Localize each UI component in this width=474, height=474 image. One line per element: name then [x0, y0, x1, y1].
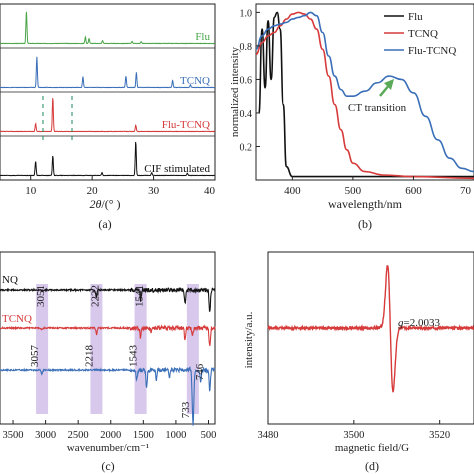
panel-d-epr: 3480 3500 3520 intensity/a.u. magnetic fie… [243, 251, 474, 473]
ir-xtick-label: 2000 [100, 430, 121, 441]
ir-xtick-label: 1000 [165, 430, 186, 441]
uv-trace-flu [258, 11, 474, 178]
uv-trace-flu-tcnq [255, 11, 474, 173]
ir-xtick-label: 3500 [3, 430, 24, 441]
panel-a-traces [0, 11, 216, 177]
panel-c-x-ticks: 3500 3000 2500 2000 1500 1000 500 [3, 420, 217, 441]
uv-legend-label-tcnq: TCNQ [408, 28, 438, 40]
ir-band-label: 2218 [83, 344, 95, 367]
uv-xtick-label: 500 [345, 185, 362, 197]
uv-ytick-label: 1.0 [240, 8, 253, 19]
xrd-trace-flu-tcnq [0, 98, 216, 133]
panel-c-xlabel: wavenumber/cm⁻¹ [67, 442, 149, 454]
ir-trace-flu-tcnq [0, 324, 216, 347]
epr-xtick-label: 3500 [343, 430, 364, 441]
panel-a-xlabel: 2θ/(° ) [89, 197, 120, 211]
panel-b-uvvis: 0.2 0.4 0.6 0.8 1.0 400 500 600 70 normalized i… [229, 3, 474, 231]
ir-xtick-label: 3000 [35, 430, 56, 441]
panel-c-band-labels: 3051 3057 2222 2218 1541 1543 746 733 [29, 285, 206, 418]
uv-ytick-label: 0.2 [240, 142, 253, 153]
xrd-label-flu: Flu [195, 31, 210, 43]
panel-a-xrd: Flu TCNQ Flu-TCNQ CIF stimulated 10 20 30 40 2… [0, 3, 216, 231]
uv-ytick-label: 0.4 [240, 109, 253, 120]
panel-b-annotation: CT transition [348, 79, 407, 114]
ir-series-label-tcnq: NQ [2, 274, 18, 286]
panel-b-traces [255, 11, 474, 180]
panel-b-legend: Flu TCNQ Flu-TCNQ [384, 11, 456, 57]
xrd-trace-cif-stimulated [0, 141, 216, 177]
xrd-xtick-label: 20 [87, 185, 99, 197]
panel-b-y-ticks: 0.2 0.4 0.6 0.8 1.0 [240, 8, 260, 153]
ir-trace-tcnq [0, 286, 216, 312]
panel-b-x-ticks: 400 500 600 70 [284, 176, 472, 197]
panel-d-caption: (d) [365, 459, 379, 473]
panel-d-xlabel: magnetic field/G [335, 442, 409, 454]
uv-legend-label-flu: Flu [408, 11, 423, 23]
ct-annotation-label: CT transition [348, 102, 407, 114]
ir-band-label: 1543 [128, 345, 140, 368]
panel-d-ylabel: intensity/a.u. [243, 311, 255, 368]
panel-c-traces [0, 286, 216, 426]
epr-trace [267, 265, 474, 393]
panel-c-series-labels: NQ TCNQ [2, 274, 32, 325]
panel-c-frame [0, 251, 216, 425]
ir-band-label: 746 [194, 363, 206, 380]
xrd-trace-flu [0, 11, 215, 45]
panel-d-g-annotation: g=2.0033 [398, 317, 440, 329]
ir-trace-flu [0, 365, 216, 426]
xrd-label-tcnq: TCNQ [180, 75, 210, 87]
ir-xtick-label: 500 [201, 430, 217, 441]
panel-d-frame [267, 251, 474, 425]
ir-band-label: 3057 [29, 345, 41, 368]
panel-a-caption: (a) [98, 217, 111, 231]
panel-d-trace [267, 265, 474, 393]
panel-c-ftir: NQ TCNQ 3051 3057 2222 2218 1541 1543 746 733 35… [0, 251, 217, 473]
band-highlight [134, 284, 147, 414]
uv-legend-label-flu-tcnq: Flu-TCNQ [408, 45, 456, 57]
panel-c-band-highlights [36, 284, 199, 414]
xrd-label-cif-stimulated: CIF stimulated [144, 163, 210, 175]
ir-band-label: 733 [180, 401, 192, 418]
ir-band-label: 1541 [134, 285, 146, 307]
xrd-xtick-label: 30 [148, 185, 160, 197]
panel-a-x-ticks: 10 20 30 40 [25, 176, 216, 197]
xrd-trace-tcnq [0, 56, 216, 89]
epr-xtick-label: 3480 [258, 430, 279, 441]
panel-b-ylabel: normalized intensity [229, 46, 241, 137]
xrd-xtick-label: 40 [204, 185, 216, 197]
uv-xtick-label: 600 [405, 185, 422, 197]
ir-series-label-flu-tcnq: TCNQ [2, 313, 32, 325]
uv-ytick-label: 0.8 [240, 42, 253, 53]
xrd-xtick-label: 10 [25, 185, 37, 197]
uv-ytick-label: 0.6 [240, 75, 253, 86]
ir-xtick-label: 2500 [68, 430, 89, 441]
ir-band-label: 2222 [89, 285, 101, 307]
ct-arrow-head [384, 79, 394, 90]
uv-xtick-label: 400 [284, 185, 301, 197]
panel-b-frame [255, 3, 474, 181]
band-highlight [90, 284, 103, 414]
band-highlight [36, 284, 49, 414]
uv-trace-tcnq [255, 11, 474, 180]
xrd-label-flu-tcnq: Flu-TCNQ [162, 119, 210, 131]
band-highlight [186, 284, 199, 414]
panel-b-caption: (b) [358, 217, 372, 231]
panel-a-series-labels: Flu TCNQ Flu-TCNQ CIF stimulated [144, 31, 210, 175]
uv-xtick-label-partial: 70 [460, 185, 472, 197]
epr-xtick-label: 3520 [429, 430, 450, 441]
panel-b-xlabel: wavelength/nm [328, 197, 403, 211]
ir-band-label: 3051 [35, 285, 47, 307]
ir-xtick-label: 1500 [133, 430, 154, 441]
panel-d-x-ticks: 3480 3500 3520 [258, 420, 450, 441]
panel-c-caption: (c) [101, 459, 114, 473]
